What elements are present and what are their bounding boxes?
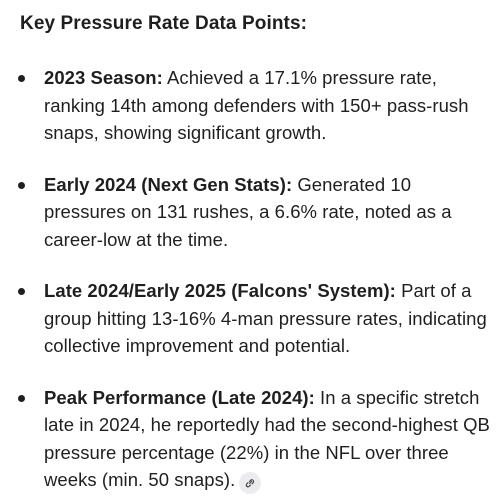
item-text: Achieved a 17.1% pressure rate, ranking … xyxy=(44,67,469,143)
bullet-icon xyxy=(18,181,25,189)
item-text: In a specific stretch late in 2024, he r… xyxy=(44,386,490,491)
section-heading: Key Pressure Rate Data Points: xyxy=(20,13,308,34)
item-label: Peak Performance (Late 2024): xyxy=(44,386,315,408)
item-label: 2023 Season: xyxy=(44,67,163,88)
list-item: Peak Performance (Late 2024): In a speci… xyxy=(0,384,503,494)
pressure-points-list: 2023 Season: Achieved a 17.1% pressure r… xyxy=(0,64,503,500)
list-item: Early 2024 (Next Gen Stats): Generated 1… xyxy=(0,171,503,254)
bullet-icon xyxy=(18,75,25,82)
item-text: Generated 10 pressures on 131 rushes, a … xyxy=(44,173,452,250)
source-link-button[interactable] xyxy=(239,472,262,494)
item-label: Late 2024/Early 2025 (Falcons' System): xyxy=(44,280,396,301)
list-item: 2023 Season: Achieved a 17.1% pressure r… xyxy=(0,64,503,147)
bullet-icon xyxy=(18,288,25,295)
item-label: Early 2024 (Next Gen Stats): xyxy=(44,173,293,195)
item-text: Part of a group hitting 13-16% 4-man pre… xyxy=(44,280,487,356)
list-item: Late 2024/Early 2025 (Falcons' System): … xyxy=(0,277,503,360)
link-icon xyxy=(245,479,255,488)
bullet-icon xyxy=(18,394,25,402)
